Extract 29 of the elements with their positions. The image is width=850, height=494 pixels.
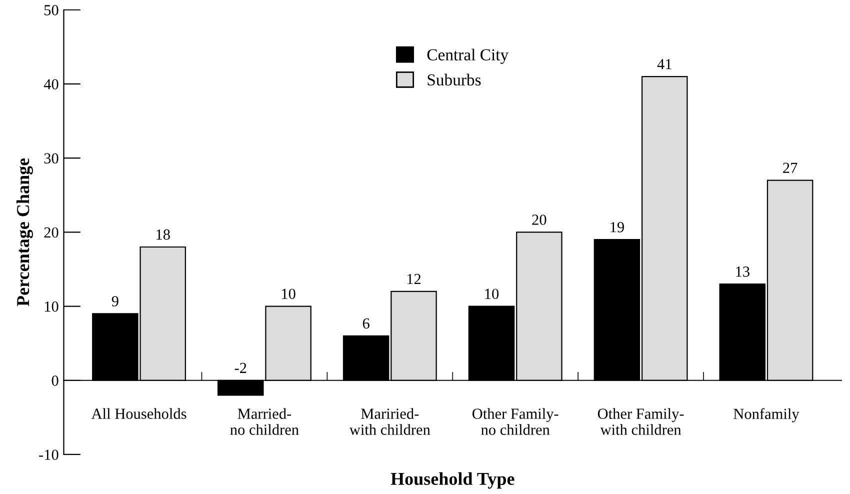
legend-label: Central City [427,48,509,64]
x-tick-label: Mariried- with children [349,408,430,435]
data-label: 6 [362,318,370,329]
x-tick-label: Other Family- no children [472,408,558,435]
data-label: 13 [736,266,750,277]
y-tick-label: 10 [44,301,58,312]
data-label: 41 [657,59,672,70]
legend-label: Suburbs [428,74,481,86]
y-axis-title: Percentage Change [16,158,33,306]
x-tick-label: Married- no children [230,408,299,435]
y-tick-label: 30 [44,153,58,164]
data-label: 10 [282,288,296,300]
y-tick-label: 50 [44,5,58,16]
data-label: 19 [610,222,624,232]
y-tick-label: -10 [39,450,58,460]
x-tick-label: All Households [91,408,186,419]
data-label: 27 [783,162,798,173]
y-tick-label: 40 [44,79,58,90]
x-axis-title: Household Type [390,472,514,489]
data-label: -2 [234,362,246,373]
data-label: 10 [485,288,499,300]
y-tick-label: 0 [52,376,58,386]
x-tick-label: Other Family- with children [598,408,684,435]
data-label: 9 [112,296,118,306]
x-tick-label: Nonfamily [734,408,800,422]
data-label: 20 [532,214,546,225]
data-label: 18 [156,229,170,240]
data-label: 12 [407,274,421,284]
y-tick-label: 20 [44,227,58,238]
